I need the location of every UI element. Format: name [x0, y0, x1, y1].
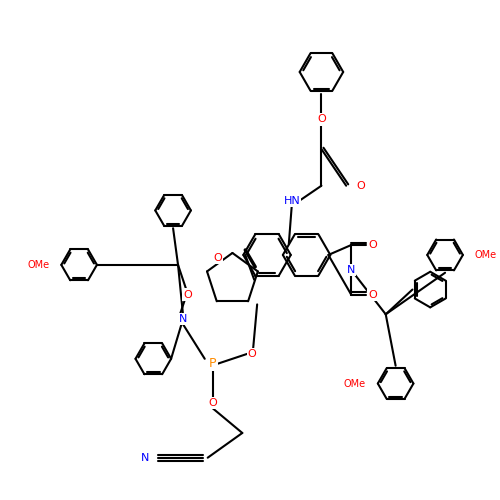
- Text: OMe: OMe: [344, 378, 366, 388]
- Text: O: O: [368, 290, 377, 300]
- Text: OMe: OMe: [28, 260, 50, 270]
- Text: O: O: [368, 240, 377, 250]
- Text: O: O: [213, 253, 222, 263]
- Text: HN: HN: [284, 196, 300, 205]
- Text: O: O: [317, 114, 326, 124]
- Text: N: N: [141, 452, 150, 462]
- Text: N: N: [347, 265, 356, 275]
- Text: N: N: [179, 314, 187, 324]
- Text: O: O: [184, 290, 192, 300]
- Text: P: P: [209, 357, 216, 370]
- Text: O: O: [356, 180, 366, 190]
- Text: O: O: [208, 398, 217, 408]
- Text: O: O: [248, 349, 256, 359]
- Text: OMe: OMe: [474, 250, 497, 260]
